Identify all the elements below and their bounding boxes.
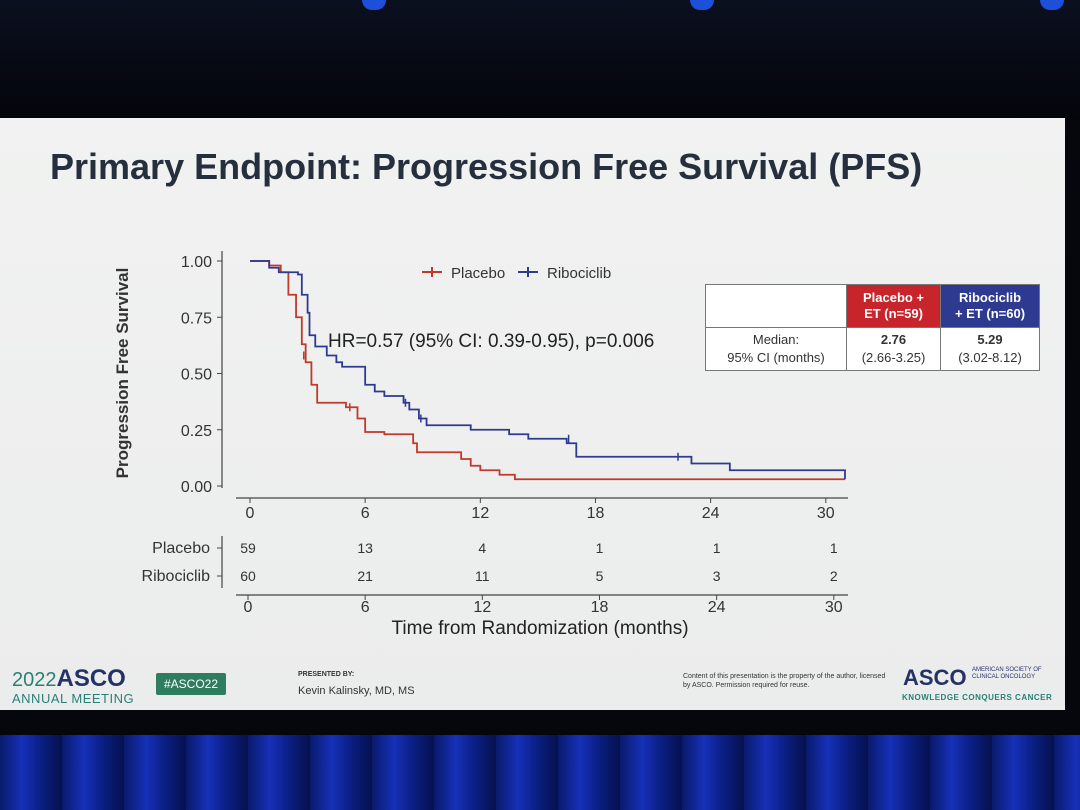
survival-curves <box>250 260 846 481</box>
risk-row-label-placebo: Placebo <box>152 540 210 557</box>
meeting-logo: 2022ASCO <box>12 665 126 693</box>
risk-x-tick-label: 0 <box>244 599 253 616</box>
placebo-header: Placebo + ET (n=59) <box>846 284 941 328</box>
hashtag-badge: #ASCO22 <box>156 673 227 695</box>
stage-background <box>0 0 1080 120</box>
curve-placebo <box>250 260 845 481</box>
axes: 0.00 0.25 0.50 0.75 1.00 0 6 12 18 24 30 <box>181 251 848 522</box>
risk-x-tick-label: 12 <box>473 599 491 616</box>
y-tick-label: 0.75 <box>181 310 212 327</box>
x-tick-label: 24 <box>702 505 720 522</box>
risk-x-tick-label: 30 <box>825 599 843 616</box>
risk-count: 60 <box>240 568 256 584</box>
meeting-asco: ASCO <box>56 665 126 692</box>
risk-count: 13 <box>357 540 373 556</box>
risk-count: 21 <box>357 568 373 584</box>
presented-by-label: PRESENTED BY: <box>298 671 355 678</box>
risk-count: 11 <box>475 568 490 584</box>
x-tick-label: 12 <box>471 505 489 522</box>
x-tick-label: 6 <box>361 505 370 522</box>
legend-placebo-label: Placebo <box>451 265 505 282</box>
presentation-slide: Primary Endpoint: Progression Free Survi… <box>0 118 1065 710</box>
stage-light <box>690 0 714 10</box>
risk-row-label-ribociclib: Ribociclib <box>142 568 211 585</box>
meeting-name: ANNUAL MEETING <box>12 691 135 706</box>
risk-count: 3 <box>713 568 721 584</box>
asco-tagline: KNOWLEDGE CONQUERS CANCER <box>902 693 1053 702</box>
copyright-note: Content of this presentation is the prop… <box>683 673 886 689</box>
median-label: Median: <box>752 332 800 347</box>
risk-count: 2 <box>830 568 838 584</box>
risk-count: 59 <box>240 540 256 556</box>
hazard-ratio-annotation: HR=0.57 (95% CI: 0.39-0.95), p=0.006 <box>328 331 654 352</box>
placebo-header-line1: Placebo + <box>862 290 925 305</box>
presenter-name: Kevin Kalinsky, MD, MS <box>298 685 415 697</box>
legend-ribociclib-label: Ribociclib <box>547 265 611 282</box>
ribociclib-ci: (3.02-8.12) <box>958 350 1022 365</box>
y-tick-label: 0.00 <box>181 479 212 496</box>
stage-curtain <box>0 735 1080 810</box>
legend: Placebo Ribociclib <box>422 265 611 282</box>
y-axis-label: Progression Free Survival <box>113 268 132 479</box>
ci-label: 95% CI (months) <box>727 350 825 365</box>
x-axis-label: Time from Randomization (months) <box>391 618 688 639</box>
risk-count: 1 <box>596 540 604 556</box>
risk-count: 1 <box>830 540 838 556</box>
x-tick-label: 0 <box>246 505 255 522</box>
ribociclib-header: Ribociclib + ET (n=60) <box>940 284 1040 328</box>
ribociclib-header-line1: Ribociclib <box>958 290 1022 305</box>
median-row-label: Median: 95% CI (months) <box>705 327 847 371</box>
slide-title: Primary Endpoint: Progression Free Survi… <box>50 146 923 187</box>
risk-x-tick-label: 18 <box>591 599 609 616</box>
asco-logo: ASCO <box>903 665 967 690</box>
risk-count: 1 <box>713 540 721 556</box>
y-tick-label: 1.00 <box>181 254 212 271</box>
y-tick-label: 0.25 <box>181 423 212 440</box>
median-table-corner <box>705 284 847 328</box>
ribociclib-median: 5.29 <box>977 332 1003 347</box>
placebo-ci: (2.66-3.25) <box>861 350 926 365</box>
curve-ribociclib <box>250 260 846 480</box>
meeting-year: 2022 <box>12 669 57 691</box>
risk-count: 4 <box>478 540 486 556</box>
ribociclib-header-line2: + ET (n=60) <box>954 306 1026 321</box>
stage-light <box>1040 0 1064 10</box>
society-name: AMERICAN SOCIETY OF CLINICAL ONCOLOGY <box>972 667 1042 680</box>
risk-x-tick-label: 6 <box>361 599 370 616</box>
median-table: Placebo + ET (n=59) Ribociclib + ET (n=6… <box>705 284 1040 371</box>
y-tick-label: 0.50 <box>181 367 212 384</box>
risk-x-tick-label: 24 <box>708 599 726 616</box>
x-tick-label: 30 <box>817 505 835 522</box>
x-tick-label: 18 <box>587 505 605 522</box>
risk-count: 5 <box>596 568 604 584</box>
placebo-median: 2.76 <box>880 332 907 347</box>
km-chart: Progression Free Survival Placebo Riboci… <box>113 251 848 639</box>
ribociclib-median-cell: 5.29 (3.02-8.12) <box>940 327 1040 371</box>
slide-footer: 2022ASCO ANNUAL MEETING #ASCO22 PRESENTE… <box>0 653 1065 710</box>
placebo-median-cell: 2.76 (2.66-3.25) <box>846 327 941 371</box>
stage-light <box>362 0 386 10</box>
placebo-header-line2: ET (n=59) <box>864 306 923 321</box>
